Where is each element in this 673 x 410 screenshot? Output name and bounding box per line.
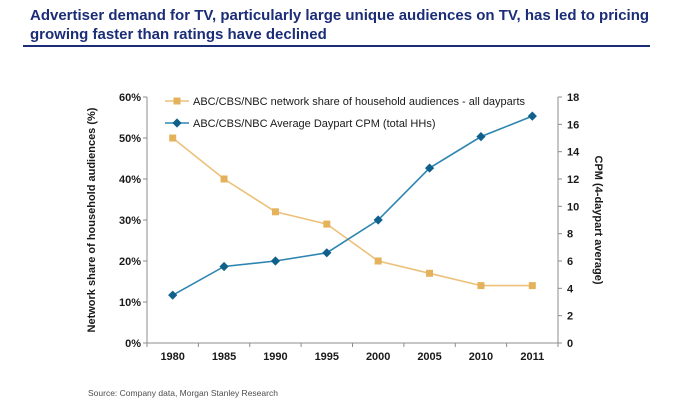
left-axis-tick-label: 10% [119,297,141,309]
left-axis-tick-label: 30% [119,215,141,227]
data-point-s1-1985 [219,261,229,272]
page-title: Advertiser demand for TV, particularly l… [30,7,650,43]
legend-label-0: ABC/CBS/NBC network share of household a… [193,96,526,108]
data-point-s1-2000 [373,215,383,225]
data-point-s0-2010 [477,282,485,290]
series-line-1 [172,115,533,296]
data-point-s1-1980 [168,290,178,300]
data-point-s0-2000 [374,257,382,265]
right-axis-tick-label: 4 [567,283,574,295]
data-point-s1-1990 [270,256,281,266]
left-axis-tick-label: 60% [119,92,141,104]
legend-marker-square [173,97,181,105]
left-axis-tick-label: 50% [119,133,141,145]
left-axis-tick-label: 20% [119,256,141,268]
series-line-0 [172,137,533,287]
data-point-s1-2005 [424,163,435,173]
title-underline [23,45,650,47]
left-axis-tick-label: 40% [119,174,141,186]
data-point-s0-1995 [323,220,331,228]
right-axis-tick-label: 2 [567,311,573,323]
x-axis-category-label: 2000 [366,351,390,363]
x-axis-category-label: 2010 [469,351,493,363]
x-axis-category-label: 1985 [212,351,236,363]
right-axis-title: CPM (4-daypart average) [592,156,604,285]
legend-marker-diamond [172,118,182,128]
right-axis-tick-label: 14 [567,147,580,159]
left-axis-tick-label: 0% [125,338,141,350]
data-point-s0-1985 [220,175,228,183]
right-axis-tick-label: 10 [567,201,579,213]
right-axis-tick-label: 8 [567,229,573,241]
legend-label-1: ABC/CBS/NBC Average Daypart CPM (total H… [193,118,435,130]
x-axis-category-label: 1980 [160,351,184,363]
data-point-s0-1980 [169,134,177,142]
x-axis-category-label: 1995 [315,351,339,363]
dual-axis-line-chart: 0% 10% 20% 30% 40% 50% 60% 0 2 4 6 8 10 12 14 16 18 1980 1… [86,92,604,363]
right-axis-tick-label: 16 [567,119,579,131]
x-axis-category-label: 2011 [520,351,544,363]
right-axis-tick-label: 18 [567,92,579,104]
right-axis-tick-label: 6 [567,256,573,268]
data-point-s0-2005 [426,269,434,277]
x-axis-category-label: 2005 [417,351,441,363]
left-axis-title: Network share of household audiences (%) [86,107,98,332]
x-axis-category-label: 1990 [263,351,287,363]
data-point-s1-1995 [322,248,332,258]
data-point-s0-2011 [528,282,536,290]
source-note: Source: Company data, Morgan Stanley Res… [88,388,278,398]
right-axis-tick-label: 0 [567,338,573,350]
data-point-s0-1990 [271,208,279,216]
data-point-s1-2011 [527,111,537,121]
right-axis-tick-label: 12 [567,174,579,186]
data-point-s1-2010 [476,132,486,142]
chart-container: 0% 10% 20% 30% 40% 50% 60% 0 2 4 6 8 10 12 14 16 18 1980 1… [0,72,673,382]
